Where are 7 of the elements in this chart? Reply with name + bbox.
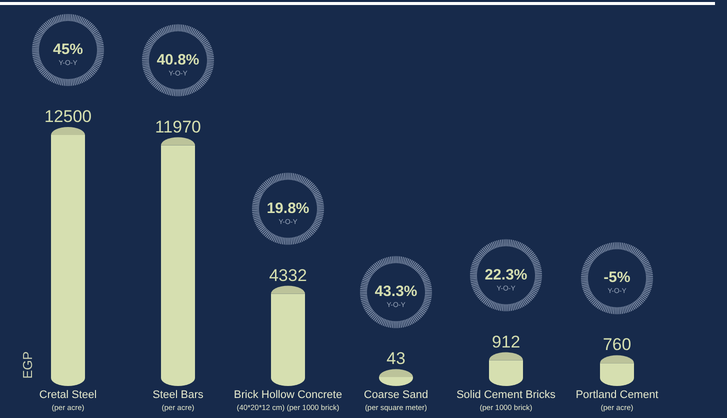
- data-label: 912: [492, 332, 520, 352]
- data-label: 43: [386, 349, 406, 368]
- y-axis-title: EGP: [20, 351, 35, 379]
- data-label: 12500: [44, 107, 92, 126]
- data-label: 11970: [154, 117, 202, 136]
- data-label: 760: [602, 335, 632, 354]
- data-label: 4332: [269, 266, 307, 285]
